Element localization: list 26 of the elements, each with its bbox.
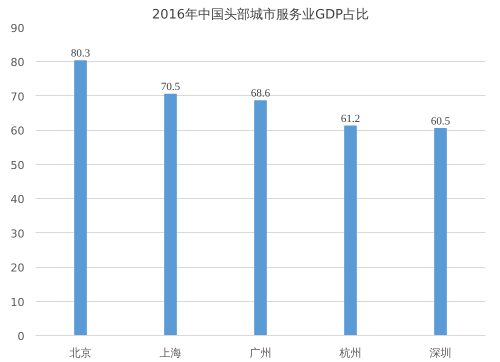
y-tick-label: 50 (10, 158, 25, 172)
bar (164, 94, 177, 336)
y-tick-label: 70 (10, 90, 25, 104)
bar (74, 60, 87, 336)
y-tick-label: 60 (10, 124, 25, 138)
bar (434, 128, 447, 336)
x-tick-label: 杭州 (338, 346, 362, 360)
x-tick-label: 广州 (250, 346, 272, 360)
bar (344, 126, 357, 336)
x-tick-label: 上海 (160, 346, 182, 360)
data-label: 61.2 (340, 113, 360, 126)
y-tick-label: 80 (10, 56, 25, 70)
y-tick-label: 0 (18, 330, 24, 343)
y-tick-label: 40 (10, 193, 25, 206)
y-tick-label: 10 (10, 296, 25, 309)
x-tick-label: 北京 (70, 346, 92, 360)
bar (254, 100, 267, 336)
data-label: 60.5 (430, 115, 451, 128)
y-tick-label: 30 (10, 227, 25, 240)
y-tick-label: 90 (10, 22, 25, 35)
chart-title: 2016年中国头部城市服务业GDP占比 (152, 8, 370, 22)
y-tick-label: 20 (10, 262, 25, 275)
x-tick-label: 深圳 (430, 346, 452, 360)
data-label: 80.3 (70, 48, 91, 60)
data-label: 68.6 (250, 88, 271, 100)
data-label: 70.5 (160, 81, 181, 94)
